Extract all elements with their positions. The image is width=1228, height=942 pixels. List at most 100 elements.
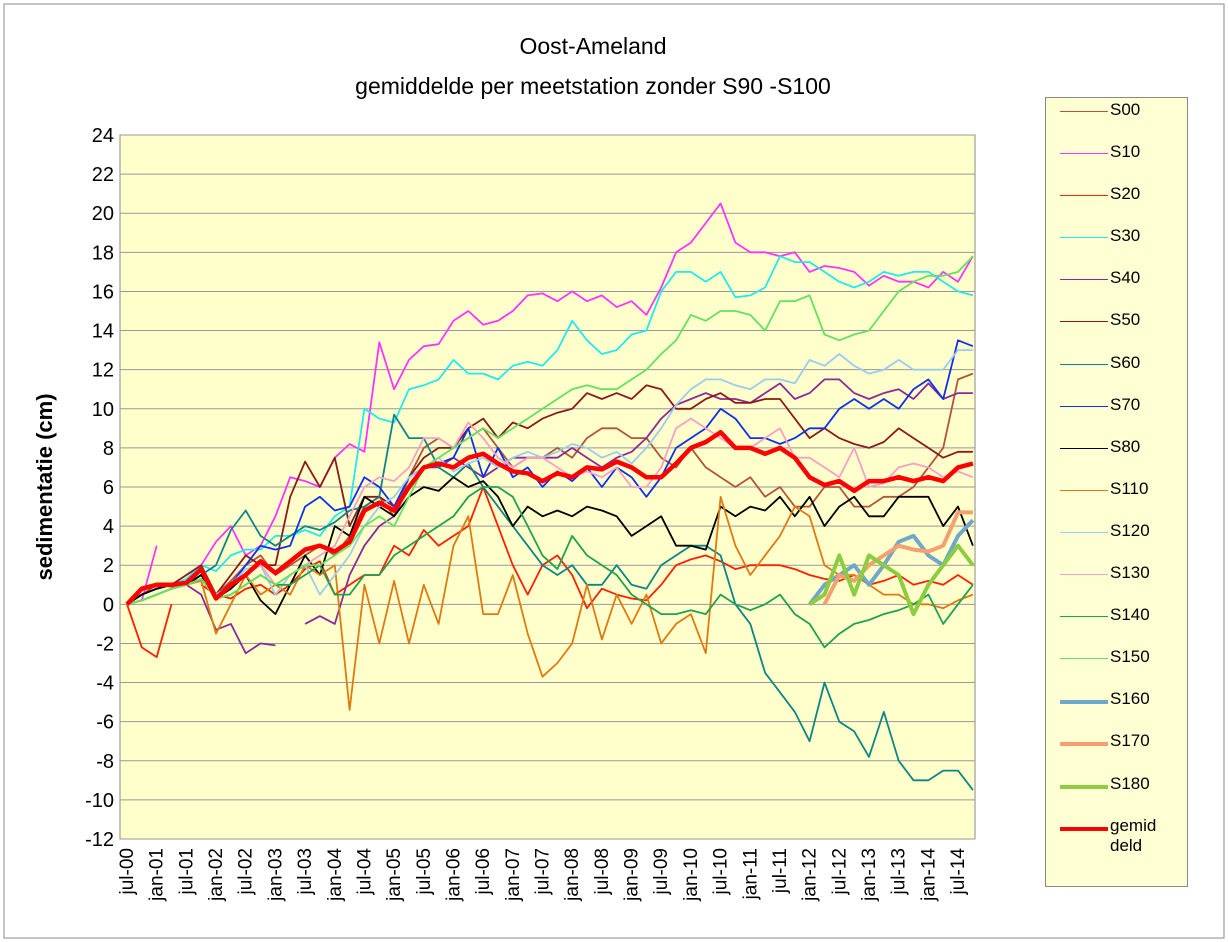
legend-swatch	[1060, 279, 1108, 281]
legend-swatch	[1060, 784, 1108, 789]
legend-label: S50	[1110, 310, 1141, 330]
legend-swatch	[1060, 195, 1108, 197]
legend-swatch	[1060, 658, 1108, 660]
legend-label: S30	[1110, 226, 1141, 246]
legend-swatch	[1060, 826, 1108, 831]
x-tick-label: jul-11	[770, 848, 791, 894]
legend-swatch	[1060, 237, 1108, 239]
x-tick-label: jan-12	[800, 848, 821, 902]
legend-swatch	[1060, 616, 1108, 618]
legend-swatch	[1060, 700, 1108, 705]
legend: S00 S10 S20 S30 S40 S50 S60 S70 S80 S110 S120 S130 S…	[1045, 97, 1188, 887]
x-tick-label: jan-08	[562, 848, 583, 902]
x-tick-label: jan-14	[918, 848, 939, 902]
legend-swatch	[1060, 405, 1108, 407]
x-tick-label: jan-01	[147, 848, 168, 902]
x-tick-label: jan-09	[622, 848, 643, 902]
series-line	[125, 429, 974, 606]
y-axis-label: sedimentatie (cm)	[32, 393, 57, 580]
legend-label: S180	[1110, 773, 1150, 793]
legend-item: S170	[1046, 731, 1187, 773]
legend-item: S130	[1046, 563, 1187, 605]
x-tick-label: jul-09	[651, 848, 672, 895]
x-tick-label: jul-12	[829, 848, 850, 895]
y-tick-label: 18	[92, 242, 114, 264]
legend-item: S60	[1046, 353, 1187, 395]
x-tick-label: jan-02	[206, 848, 227, 902]
x-tick-label: jul-10	[711, 848, 732, 895]
y-tick-label: -2	[96, 633, 114, 655]
legend-item: S120	[1046, 521, 1187, 563]
y-tick-label: 8	[103, 438, 114, 460]
legend-label: S140	[1110, 605, 1150, 625]
legend-label: S160	[1110, 689, 1150, 709]
legend-swatch	[1060, 742, 1108, 747]
x-tick-label: jul-01	[176, 848, 197, 895]
y-tick-label: -12	[85, 829, 114, 851]
x-tick-label: jul-05	[414, 848, 435, 895]
x-tick-label: jan-05	[384, 848, 405, 902]
legend-item: S30	[1046, 226, 1187, 268]
legend-swatch	[1060, 321, 1108, 323]
legend-swatch	[1060, 153, 1108, 155]
y-tick-label: -8	[96, 751, 114, 773]
y-tick-label: 22	[92, 164, 114, 186]
legend-label: S40	[1110, 268, 1141, 288]
legend-item: gemiddeld	[1046, 816, 1187, 858]
y-tick-label: -6	[96, 712, 114, 734]
legend-item: S140	[1046, 605, 1187, 647]
legend-item: S80	[1046, 437, 1187, 479]
x-tick-label: jul-02	[236, 848, 257, 895]
y-tick-label: 0	[103, 594, 114, 616]
legend-swatch	[1060, 489, 1108, 491]
series-line	[126, 413, 974, 791]
x-tick-label: jan-10	[681, 848, 702, 902]
legend-item: S160	[1046, 689, 1187, 731]
legend-label: S10	[1110, 142, 1141, 162]
y-tick-label: 24	[92, 125, 114, 147]
x-tick-label: jan-11	[740, 848, 761, 900]
legend-item: S10	[1046, 142, 1187, 184]
legend-swatch	[1060, 447, 1108, 449]
chart-subtitle: gemiddelde per meetstation zonder S90 -S…	[355, 73, 831, 99]
y-tick-label: 4	[103, 516, 114, 538]
legend-label: S130	[1110, 563, 1150, 583]
legend-item: S70	[1046, 395, 1187, 437]
x-tick-label: jan-13	[859, 848, 880, 902]
legend-item: S150	[1046, 647, 1187, 689]
x-tick-label: jul-00	[117, 848, 138, 895]
y-tick-label: 14	[92, 321, 114, 343]
legend-label: S110	[1110, 478, 1149, 498]
legend-label: gemiddeld	[1110, 815, 1157, 855]
series-line	[126, 255, 974, 606]
legend-item: S50	[1046, 310, 1187, 352]
x-tick-label: jul-03	[295, 848, 316, 895]
x-tick-label: jan-07	[503, 848, 524, 902]
series-line	[808, 543, 975, 617]
y-tick-label: 2	[103, 555, 114, 577]
chart-title: Oost-Ameland	[519, 33, 666, 59]
legend-label: S80	[1110, 436, 1141, 456]
x-tick-label: jul-14	[948, 848, 969, 896]
x-tick-label: jul-08	[592, 848, 613, 895]
x-tick-label: jul-04	[354, 848, 375, 896]
legend-swatch	[1060, 531, 1108, 533]
series-line	[126, 255, 974, 606]
x-tick-label: jan-04	[325, 848, 346, 902]
legend-item: S110	[1046, 479, 1187, 521]
series-line	[126, 417, 974, 606]
legend-label: S150	[1110, 647, 1150, 667]
x-tick-label: jul-07	[533, 848, 554, 895]
y-tick-label: 6	[103, 477, 114, 499]
y-tick-label: 10	[92, 399, 114, 421]
legend-label: S170	[1110, 731, 1150, 751]
legend-swatch	[1060, 363, 1108, 365]
y-tick-label: 20	[92, 203, 114, 225]
x-tick-label: jan-03	[265, 848, 286, 902]
legend-swatch	[1060, 574, 1108, 576]
legend-item: S180	[1046, 774, 1187, 816]
legend-label: S70	[1110, 394, 1141, 414]
legend-label: S120	[1110, 520, 1150, 540]
